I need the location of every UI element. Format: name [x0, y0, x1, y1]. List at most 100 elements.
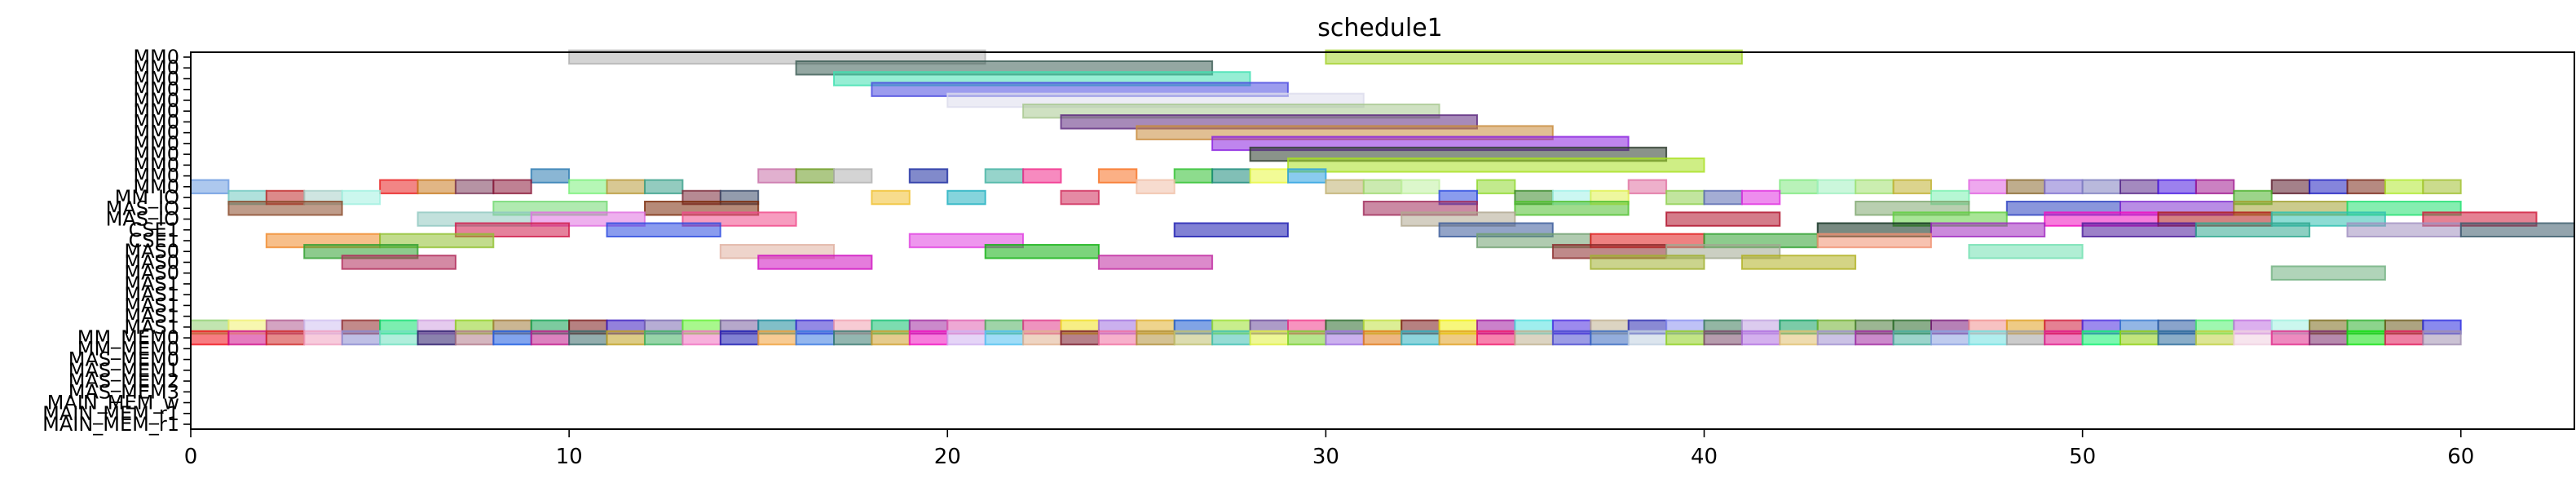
schedule-bar	[1930, 330, 1970, 346]
schedule-bar	[265, 330, 306, 346]
schedule-bar	[1665, 189, 1705, 206]
schedule-bar	[908, 168, 949, 184]
schedule-bar	[303, 330, 343, 346]
schedule-bar	[757, 168, 797, 184]
schedule-bar	[1060, 189, 1100, 206]
y-tick-label: MAS_MEM0	[68, 348, 179, 371]
schedule-bar	[2044, 330, 2084, 346]
schedule-bar	[1627, 330, 1668, 346]
plot-frame	[190, 51, 2575, 430]
y-tick-label: MAS1	[124, 273, 179, 295]
schedule-bar	[1665, 211, 1781, 227]
x-axis: 0 10 20 30 40 50 60	[184, 429, 2474, 469]
y-tick-label: MM_MEM0	[77, 326, 179, 349]
schedule-bar	[2005, 330, 2046, 346]
schedule-bar	[341, 330, 382, 346]
y-axis: MM0MM0MM0MM0MM0MM0MM0MM0MM0MM0MM0MM0MM0M…	[42, 46, 191, 436]
x-tick-label: 30	[1312, 445, 1339, 469]
schedule-bar	[1325, 49, 1743, 65]
schedule-bar	[2157, 330, 2197, 346]
x-tick-label: 40	[1691, 445, 1718, 469]
schedule-bar	[1590, 330, 1630, 346]
y-tick-label: MM0	[133, 89, 179, 112]
y-tick-label: MAS_MEM1	[68, 359, 179, 382]
x-tick-label: 50	[2069, 445, 2096, 469]
schedule-bar	[1968, 244, 2084, 259]
y-tick-label: MAS1	[124, 294, 179, 317]
schedule-bar	[1892, 330, 1933, 346]
y-tick-label: MAS1	[124, 305, 179, 328]
schedule-bar	[984, 168, 1025, 184]
schedule-bar	[1476, 179, 1516, 195]
schedule-bar	[606, 179, 646, 195]
schedule-bar	[1968, 179, 2008, 195]
y-tick-label: MM0	[133, 132, 179, 155]
schedule-bar	[1438, 330, 1478, 346]
schedule-bar	[1703, 330, 1743, 346]
schedule-bar	[1097, 330, 1138, 346]
schedule-bar	[1816, 233, 1932, 249]
schedule-bar	[2346, 179, 2386, 195]
schedule-bar	[1514, 201, 1630, 216]
y-tick-label: CSE1	[129, 219, 179, 242]
schedule-bar	[2309, 330, 2349, 346]
y-tick-label: MAS_MEM2	[68, 370, 179, 392]
schedule-bar	[2384, 179, 2424, 195]
schedule-bar	[1249, 168, 1289, 184]
schedule-bar	[1136, 179, 1176, 195]
schedule-bar	[2119, 330, 2159, 346]
schedule-bar	[833, 168, 873, 184]
schedule-bar	[1325, 179, 1365, 195]
schedule-bar	[1590, 255, 1705, 270]
schedule-bar	[1740, 255, 1857, 270]
schedule-bar	[2081, 179, 2122, 195]
schedule-bar	[681, 330, 721, 346]
schedule-bar	[2194, 179, 2235, 195]
y-tick-label: MM_IO	[115, 186, 179, 209]
schedule-bar	[1930, 222, 2046, 237]
schedule-bar	[1249, 330, 1289, 346]
schedule-bar	[644, 330, 684, 346]
schedule-bar	[227, 201, 343, 216]
schedule-bar	[1173, 222, 1289, 237]
y-tick-label: MM0	[133, 143, 179, 166]
schedule-bar	[2422, 330, 2462, 346]
schedule-bar	[1400, 179, 1440, 195]
schedule-bar	[1022, 330, 1062, 346]
schedule-bar	[795, 330, 835, 346]
schedule-bar	[2346, 222, 2462, 237]
y-tick-label: CSE1	[129, 229, 179, 252]
schedule-bar	[1362, 179, 1403, 195]
y-tick-label: MM0	[133, 153, 179, 176]
schedule-bar	[2422, 179, 2462, 195]
y-tick-label: MAIN_MEM_r1	[42, 413, 179, 436]
schedule-bar	[606, 330, 646, 346]
y-tick-label: MAIN_MEM_r1	[42, 402, 179, 425]
schedule-bar	[757, 330, 797, 346]
schedule-bar	[984, 330, 1025, 346]
schedule-bar	[2194, 222, 2311, 237]
y-tick-label: MM_MEM0	[77, 337, 179, 360]
y-tick-label: MM0	[133, 122, 179, 144]
y-tick-label: MAS0	[124, 262, 179, 285]
y-tick-label: MAS0	[124, 240, 179, 263]
schedule-bar	[530, 168, 571, 184]
schedule-bar	[2081, 222, 2197, 237]
schedule-bar	[1551, 330, 1592, 346]
y-tick-label: MM0	[133, 56, 179, 79]
schedule-bar	[341, 255, 457, 270]
schedule-bar	[2194, 330, 2235, 346]
schedule-bar	[2044, 179, 2084, 195]
schedule-bar	[908, 330, 949, 346]
schedule-bar	[1779, 179, 1819, 195]
schedule-bar	[1097, 168, 1138, 184]
y-tick-label: MM0	[133, 46, 179, 69]
schedule-bar	[946, 330, 986, 346]
schedule-bar	[2119, 179, 2159, 195]
schedule-bar	[644, 179, 684, 195]
schedule-bar	[1325, 330, 1365, 346]
schedule-bar	[1097, 255, 1214, 270]
schedule-bar	[1892, 179, 1933, 195]
schedule-bar	[1740, 330, 1781, 346]
y-tick-label: MM0	[133, 165, 179, 188]
